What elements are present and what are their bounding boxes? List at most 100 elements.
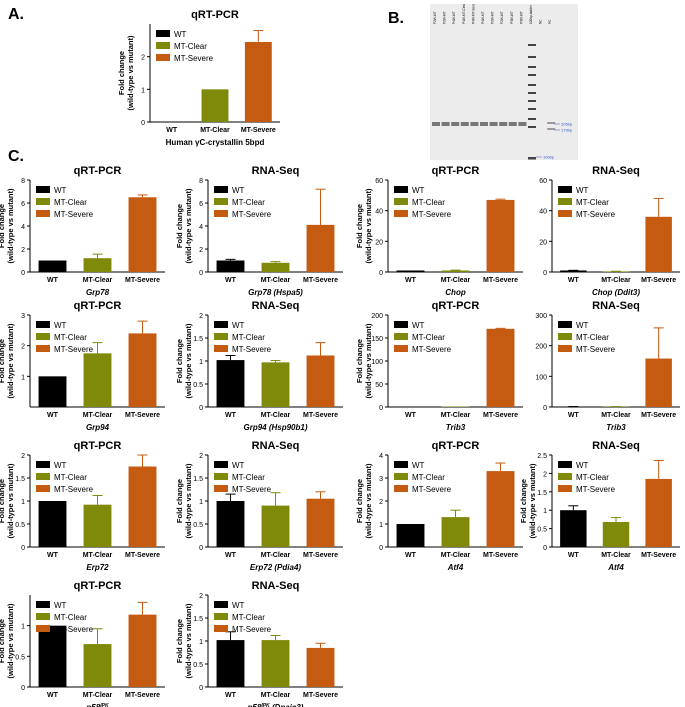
y-axis-label-line: Fold change <box>175 204 184 248</box>
y-axis-label-line: (wild-type vs mutant) <box>184 323 193 399</box>
x-tick-label: MT-Severe <box>125 552 160 559</box>
legend-swatch <box>394 333 408 340</box>
y-axis-label-line: (wild-type vs mutant) <box>184 463 193 539</box>
y-tick-label: 0.5 <box>193 662 203 669</box>
bar-MT-Clear <box>261 362 290 407</box>
legend-label: MT-Severe <box>54 625 94 634</box>
chart-title: qRT-PCR <box>432 440 480 452</box>
bar-MT-Clear <box>261 640 290 687</box>
legend-swatch <box>214 321 228 328</box>
y-axis-label-line: (wild-type vs mutant) <box>364 188 373 264</box>
x-tick-label: WT <box>225 692 237 699</box>
x-tick-label: WT <box>405 552 417 559</box>
sample-band <box>518 122 527 126</box>
legend-label: WT <box>232 321 245 330</box>
y-tick-label: 0 <box>379 545 383 552</box>
ladder-band <box>528 108 536 110</box>
bar-MT-Severe <box>645 358 672 407</box>
bar-MT-Clear <box>441 270 470 272</box>
legend-swatch <box>36 333 50 340</box>
lane-label: P4W-WT <box>452 11 456 24</box>
y-tick-label: 3 <box>21 313 25 320</box>
x-tick-label: MT-Clear <box>261 552 291 559</box>
legend-label: MT-Clear <box>54 333 87 342</box>
legend-swatch <box>394 345 408 352</box>
x-tick-label: WT <box>225 552 237 559</box>
y-axis-label-line: (wild-type vs mutant) <box>6 603 15 679</box>
lane-label: P2W-WT <box>443 11 447 24</box>
legend-label: MT-Severe <box>576 345 616 354</box>
legend-label: MT-Clear <box>174 42 207 51</box>
y-axis-label-line: Fold change <box>355 204 364 248</box>
lane-label: P2W-WT <box>433 11 437 24</box>
y-tick-label: 0.5 <box>193 382 203 389</box>
sample-band <box>508 122 517 126</box>
x-tick-label: MT-Severe <box>303 692 338 699</box>
legend-label: MT-Severe <box>576 485 616 494</box>
gel-image: P2W-WT P2W-WT P4W-WT P4W-MT-Clear P4W-MT-Sev… <box>430 4 578 160</box>
y-tick-label: 2 <box>379 499 383 506</box>
x-tick-label: WT <box>568 552 580 559</box>
y-tick-label: 60 <box>539 178 547 185</box>
legend-label: MT-Clear <box>232 473 265 482</box>
y-tick-label: 150 <box>371 336 383 343</box>
chart-C6: RNA-Seq 0 0.5 1 1.5 2 Fold change(wild-type vs… <box>175 300 343 432</box>
y-axis-label-line: Fold change <box>175 619 184 663</box>
lane-label: P2W-WT <box>491 11 495 24</box>
y-axis-label-line: (wild-type vs mutant) <box>184 188 193 264</box>
sample-band <box>480 122 488 126</box>
bar-WT <box>216 360 245 407</box>
bar-WT <box>560 270 587 272</box>
y-axis-label-line: (wild-type vs mutant) <box>364 323 373 399</box>
legend-swatch <box>558 461 572 468</box>
legend-swatch <box>394 473 408 480</box>
y-tick-label: 4 <box>21 224 25 231</box>
bar-WT <box>38 376 67 407</box>
x-tick-label: WT <box>47 692 59 699</box>
y-tick-label: 1 <box>21 374 25 381</box>
legend-label: WT <box>232 461 245 470</box>
y-tick-label: 40 <box>539 209 547 216</box>
x-axis-label: Grp94 (Hsp90b1) <box>243 423 307 432</box>
legend-label: MT-Severe <box>54 345 94 354</box>
legend-label: MT-Clear <box>54 613 87 622</box>
x-tick-label: MT-Clear <box>83 412 113 419</box>
y-axis-label-line: Fold change <box>0 619 6 663</box>
lane-label: P3W-WT <box>510 11 514 24</box>
y-tick-label: 0 <box>379 405 383 412</box>
y-tick-label: 0.5 <box>15 654 25 661</box>
legend-label: WT <box>576 186 589 195</box>
ladder-band <box>528 126 536 128</box>
bar-WT <box>396 524 425 547</box>
bar-MT-Clear <box>441 517 470 547</box>
chart-C1: qRT-PCR 0 2 4 6 8 Fold change(wild-type vs mut… <box>0 165 165 297</box>
legend-label: MT-Severe <box>54 210 94 219</box>
ladder-band <box>528 66 536 68</box>
legend-label: WT <box>232 601 245 610</box>
x-tick-label: MT-Clear <box>441 552 471 559</box>
chart-A: qRT-PCR 0 1 2 Fold change(wild-type vs mutan… <box>117 9 280 147</box>
bar-MT-Clear <box>83 258 112 272</box>
y-tick-label: 1.5 <box>193 336 203 343</box>
ladder-band <box>528 74 536 76</box>
y-axis-label: Fold change(wild-type vs mutant) <box>175 323 193 399</box>
legend-swatch <box>36 485 50 492</box>
legend-label: MT-Clear <box>576 473 609 482</box>
y-tick-label: 2 <box>21 453 25 460</box>
x-tick-label: WT <box>166 127 178 134</box>
legend-swatch <box>156 54 170 61</box>
y-tick-label: 1 <box>379 522 383 529</box>
sample-band <box>441 122 450 126</box>
y-tick-label: 2 <box>199 453 203 460</box>
legend-label: WT <box>576 461 589 470</box>
ladder-band <box>528 84 536 86</box>
y-tick-label: 60 <box>375 178 383 185</box>
legend-label: WT <box>54 321 67 330</box>
lane-label: P4W-MT <box>481 11 485 24</box>
legend-label: MT-Severe <box>232 345 272 354</box>
x-axis-label: p58IPK <box>85 703 109 707</box>
y-tick-label: 20 <box>375 239 383 246</box>
y-tick-label: 2 <box>199 247 203 254</box>
